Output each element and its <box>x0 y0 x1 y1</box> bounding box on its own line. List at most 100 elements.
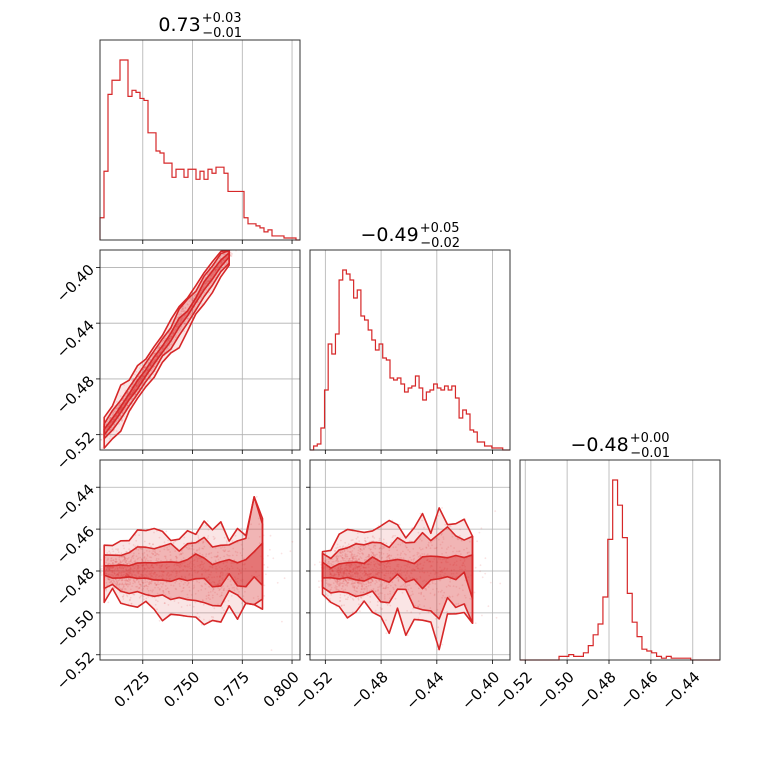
sample-point <box>178 313 181 316</box>
sample-point <box>109 435 112 438</box>
sample-point <box>177 323 180 326</box>
sample-point <box>167 347 170 350</box>
sample-point <box>191 299 194 302</box>
sample-point <box>176 331 179 334</box>
sample-point <box>209 278 212 280</box>
sample-point <box>479 564 482 567</box>
sample-point <box>226 255 229 258</box>
sample-point <box>117 411 120 414</box>
y-tick-label: −0.52 <box>53 428 98 473</box>
sample-point <box>109 423 111 426</box>
sample-point <box>134 388 136 390</box>
sample-point <box>113 423 116 426</box>
sample-point <box>118 423 120 425</box>
sample-point <box>166 342 169 345</box>
sample-point <box>205 282 208 284</box>
sample-point <box>149 364 152 367</box>
sample-point <box>120 408 122 410</box>
sample-point <box>221 261 224 264</box>
sample-point <box>147 368 150 370</box>
sample-point <box>116 419 119 421</box>
sample-point <box>176 316 179 319</box>
sample-point <box>168 338 171 340</box>
sample-point <box>266 566 269 569</box>
sample-point <box>186 303 189 306</box>
sample-point <box>216 267 219 269</box>
sample-point <box>206 280 209 283</box>
sample-point <box>133 388 136 391</box>
sample-point <box>126 391 129 394</box>
sample-point <box>494 510 497 512</box>
sample-point <box>189 313 192 316</box>
sample-point <box>479 570 481 573</box>
sample-point <box>161 348 164 350</box>
sample-point <box>180 318 183 321</box>
sample-point <box>119 408 122 411</box>
sample-point <box>230 252 232 254</box>
sample-point <box>181 308 183 311</box>
sample-point <box>112 412 115 415</box>
sample-point <box>164 344 167 347</box>
sample-point <box>117 411 120 414</box>
sample-point <box>441 643 444 646</box>
sample-point <box>142 374 145 377</box>
sample-point <box>158 346 161 349</box>
sample-point <box>130 386 133 388</box>
sample-point <box>265 573 267 576</box>
sample-point <box>116 407 118 410</box>
sample-point <box>109 422 112 424</box>
sample-point <box>484 572 487 575</box>
sample-point <box>207 280 210 282</box>
sample-point <box>167 339 169 342</box>
y-tick-label: −0.52 <box>53 648 98 693</box>
sample-point <box>122 411 124 413</box>
sample-point <box>149 365 152 367</box>
sample-point <box>184 307 187 310</box>
sample-point <box>152 354 154 357</box>
sample-point <box>146 369 149 372</box>
sample-point <box>119 395 122 398</box>
sample-point <box>132 389 135 392</box>
sample-point <box>105 428 107 431</box>
sample-point <box>109 417 112 420</box>
sample-point <box>190 301 192 303</box>
sample-point <box>117 406 119 408</box>
sample-point <box>114 410 116 413</box>
sample-point <box>111 413 114 416</box>
sample-point <box>182 307 184 310</box>
y-tick-label: −0.48 <box>53 372 98 417</box>
sample-point <box>110 416 112 419</box>
sample-point <box>263 584 266 587</box>
sample-point <box>190 297 193 299</box>
sample-point <box>100 438 103 441</box>
sample-point <box>107 425 110 428</box>
sample-point <box>137 380 140 383</box>
sample-point <box>134 393 137 395</box>
sample-point <box>176 325 178 327</box>
sample-point <box>113 424 115 426</box>
sample-point <box>140 377 143 380</box>
sample-point <box>157 347 159 350</box>
sample-point <box>184 306 187 309</box>
x-tick-label: 0.750 <box>160 668 203 711</box>
sample-point <box>162 347 165 350</box>
sample-point <box>119 415 122 418</box>
sample-point <box>117 411 120 414</box>
sample-point <box>171 332 174 335</box>
sample-point <box>481 576 484 579</box>
sample-point <box>201 303 203 305</box>
sample-point <box>281 620 283 623</box>
sample-point <box>142 368 145 371</box>
sample-point <box>487 605 490 608</box>
sample-point <box>187 303 189 306</box>
sample-point <box>138 381 141 383</box>
sample-point <box>194 293 197 296</box>
sample-point <box>150 369 153 372</box>
sample-point <box>202 286 205 289</box>
sample-point <box>137 382 140 385</box>
sample-point <box>181 310 184 312</box>
sample-point <box>140 377 142 380</box>
sample-point <box>206 273 209 276</box>
sample-point <box>174 328 177 331</box>
